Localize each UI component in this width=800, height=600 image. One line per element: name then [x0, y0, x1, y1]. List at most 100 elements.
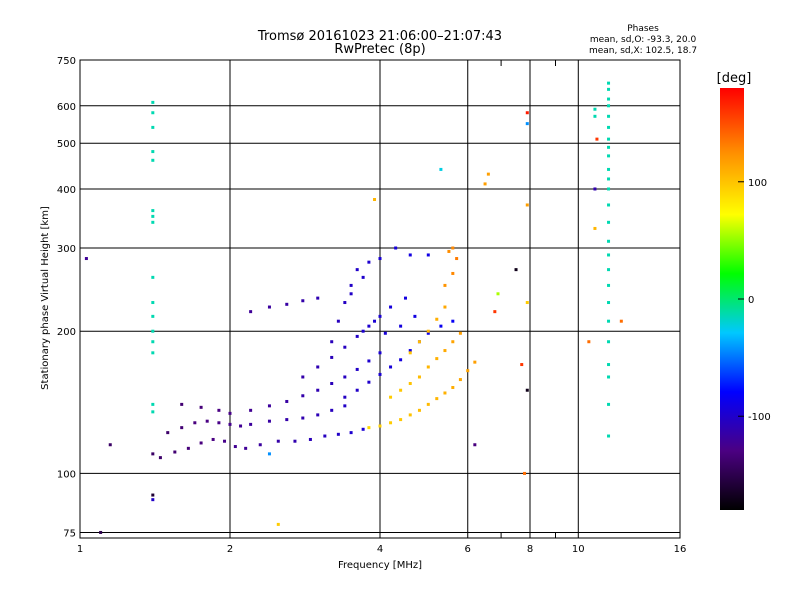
echo-point	[413, 314, 417, 318]
echo-point	[151, 452, 155, 456]
echo-point	[443, 305, 447, 309]
grid-lines	[79, 59, 681, 538]
echo-point	[267, 452, 271, 456]
echo-point	[151, 209, 155, 213]
echo-point	[443, 349, 447, 353]
echo-point	[417, 375, 421, 379]
echo-point	[607, 319, 611, 323]
echo-point	[316, 296, 320, 300]
echo-point	[451, 386, 455, 390]
y-tick-label: 200	[57, 327, 76, 338]
echo-point	[193, 421, 197, 425]
echo-point	[417, 408, 421, 412]
echo-point	[343, 375, 347, 379]
echo-point	[607, 220, 611, 224]
y-axis-label: Stationary phase Virtual Height [km]	[40, 206, 51, 390]
echo-point	[373, 319, 377, 323]
y-tick-labels: 75 100 200 300 400 500 600 750	[57, 56, 76, 539]
echo-point	[228, 422, 232, 426]
echo-point	[361, 275, 365, 279]
echo-point	[408, 253, 412, 257]
plot-frame	[79, 59, 681, 539]
echo-point	[443, 391, 447, 395]
echo-point	[593, 187, 597, 191]
echo-point	[587, 340, 591, 344]
echo-point	[451, 246, 455, 250]
echo-point	[593, 107, 597, 111]
echo-point	[330, 340, 334, 344]
echo-point	[355, 367, 359, 371]
echo-point	[343, 345, 347, 349]
echo-point	[455, 257, 459, 261]
echo-point	[367, 324, 371, 328]
echo-point	[439, 167, 443, 171]
echo-point	[249, 408, 253, 412]
echo-point	[389, 395, 393, 399]
chart-title: Tromsø 20161023 21:06:00–21:07:43	[257, 29, 502, 44]
echo-point	[451, 271, 455, 275]
echo-point	[439, 324, 443, 328]
echo-point	[451, 340, 455, 344]
echo-point	[493, 310, 497, 314]
echo-point	[336, 319, 340, 323]
echo-point	[593, 226, 597, 230]
echo-point	[607, 125, 611, 129]
echo-point	[458, 378, 462, 382]
echo-point	[378, 372, 382, 376]
echo-point	[367, 359, 371, 363]
colorbar-ticks: -100 0 100	[738, 178, 771, 423]
echo-point	[389, 421, 393, 425]
echo-point	[151, 214, 155, 218]
echo-point	[349, 283, 353, 287]
echo-point	[330, 355, 334, 359]
echo-point	[426, 365, 430, 369]
echo-point	[205, 419, 209, 423]
echo-point	[223, 439, 227, 443]
echo-point	[389, 305, 393, 309]
echo-point	[408, 382, 412, 386]
echo-point	[316, 365, 320, 369]
x-tick-label: 8	[527, 544, 533, 555]
echo-point	[180, 402, 184, 406]
echo-point	[473, 360, 477, 364]
x-tick-label: 1	[77, 544, 83, 555]
echo-point	[607, 434, 611, 438]
x-tick-label: 10	[572, 544, 585, 555]
echo-point	[435, 357, 439, 361]
y-tick-label: 750	[57, 56, 76, 67]
y-tick-label: 300	[57, 244, 76, 255]
echo-point	[301, 394, 305, 398]
echo-point	[151, 498, 155, 502]
stats-x-mode: mean, sd,X: 102.5, 18.7	[589, 46, 697, 56]
echo-point	[267, 404, 271, 408]
echo-point	[186, 446, 190, 450]
echo-point	[593, 114, 597, 118]
echo-point	[323, 434, 327, 438]
echo-point	[378, 314, 382, 318]
stats-header: Phases	[627, 24, 659, 34]
echo-point	[244, 446, 248, 450]
echo-point	[607, 340, 611, 344]
echo-point	[151, 220, 155, 224]
echo-point	[607, 87, 611, 91]
echo-point	[426, 253, 430, 257]
echo-point	[607, 268, 611, 272]
echo-point	[383, 331, 387, 335]
echo-point	[249, 310, 253, 314]
echo-point	[301, 375, 305, 379]
echo-point	[249, 422, 253, 426]
echo-point	[417, 340, 421, 344]
echo-point	[355, 388, 359, 392]
echo-point	[151, 493, 155, 497]
echo-point	[607, 402, 611, 406]
echo-point	[239, 424, 243, 428]
echo-point	[607, 114, 611, 118]
echo-point	[426, 331, 430, 335]
colorbar-label: [deg]	[717, 71, 752, 86]
echo-point	[525, 388, 529, 392]
echo-point	[373, 198, 377, 202]
echo-point	[367, 380, 371, 384]
echo-point	[607, 137, 611, 141]
echo-point	[211, 437, 215, 441]
echo-point	[525, 122, 529, 126]
